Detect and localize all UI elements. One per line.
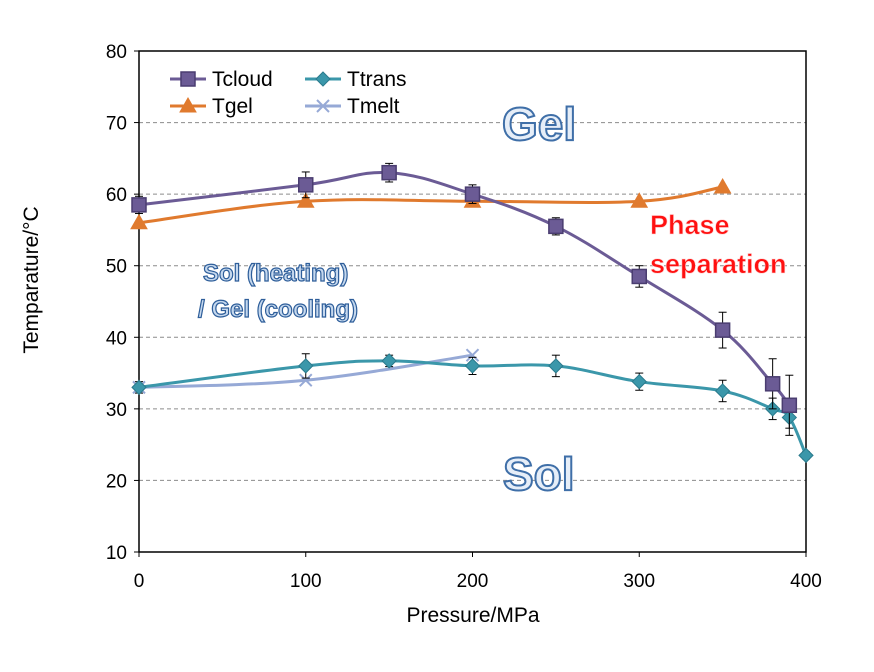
data-point-ttrans xyxy=(631,373,647,390)
region-label-separation: separation xyxy=(650,249,787,279)
data-point-tcloud xyxy=(764,376,781,392)
legend-marker-ttrans xyxy=(315,71,331,87)
legend-label-tgel: Tgel xyxy=(212,95,253,118)
y-tick-label: 50 xyxy=(106,257,127,278)
y-tick-label: 70 xyxy=(106,114,127,135)
data-point-tcloud xyxy=(781,397,798,414)
y-tick-label: 30 xyxy=(106,400,127,421)
data-point-tcloud xyxy=(464,186,481,202)
y-tick-label: 60 xyxy=(106,185,127,206)
data-point-ttrans xyxy=(714,383,731,399)
data-point-tcloud xyxy=(631,268,647,285)
x-axis-label: Pressure/MPa xyxy=(406,604,539,627)
x-tick-label: 200 xyxy=(457,571,489,592)
data-point-tcloud xyxy=(131,197,147,213)
x-tick-label: 300 xyxy=(623,571,655,592)
x-tick-label: 400 xyxy=(790,571,822,592)
legend-item-ttrans: Ttrans xyxy=(305,68,407,91)
data-point-tgel xyxy=(296,192,315,208)
x-tick-label: 100 xyxy=(290,571,322,592)
legend-marker-tcloud xyxy=(180,71,196,87)
legend-item-tmelt: Tmelt xyxy=(305,95,400,118)
legend-label-ttrans: Ttrans xyxy=(347,68,407,91)
y-axis-label: Temparature/°C xyxy=(20,206,43,353)
region-label-gel: Gel xyxy=(502,98,576,150)
series xyxy=(130,162,814,464)
legend-item-tgel: Tgel xyxy=(170,95,253,118)
data-point-tmelt xyxy=(465,348,480,362)
data-point-tmelt xyxy=(299,373,313,387)
data-point-ttrans xyxy=(548,358,564,374)
region-label-sol-heating: Sol (heating) xyxy=(203,260,348,287)
data-point-tcloud xyxy=(714,322,731,338)
series-ttrans xyxy=(131,353,814,464)
axes: 10 20 30 40 50 60 70 80 0 100 200 300 400 xyxy=(106,42,822,592)
y-tick-label: 20 xyxy=(106,471,127,492)
data-point-tcloud xyxy=(548,218,564,235)
data-point-ttrans xyxy=(798,447,814,464)
region-label-gel-cooling: / Gel (cooling) xyxy=(198,296,358,323)
region-label-sol: Sol xyxy=(503,448,575,500)
data-point-tgel xyxy=(630,192,649,208)
series-tmelt xyxy=(132,348,480,395)
data-point-ttrans xyxy=(464,358,481,374)
data-point-tgel xyxy=(130,213,148,230)
plot-frame xyxy=(138,50,807,553)
x-tick-label: 0 xyxy=(134,571,145,592)
legend-marker-tmelt xyxy=(316,99,330,113)
legend-item-tcloud: Tcloud xyxy=(170,68,273,91)
legend: Tcloud Ttrans Tgel Tmelt xyxy=(170,68,407,118)
data-point-ttrans xyxy=(381,353,397,369)
data-point-ttrans xyxy=(298,358,314,374)
series-tcloud xyxy=(131,162,798,436)
data-point-tgel xyxy=(713,177,732,194)
region-labels: Gel Sol Sol (heating) / Gel (cooling) Ph… xyxy=(197,97,787,501)
legend-label-tmelt: Tmelt xyxy=(347,95,400,118)
region-label-phase: Phase xyxy=(650,210,730,240)
legend-marker-tgel xyxy=(179,96,197,113)
data-point-tcloud xyxy=(298,177,314,193)
data-point-ttrans xyxy=(131,379,147,396)
data-point-tcloud xyxy=(381,164,397,181)
legend-label-tcloud: Tcloud xyxy=(212,68,273,91)
y-tick-label: 40 xyxy=(106,328,127,349)
y-tick-label: 10 xyxy=(106,543,127,564)
y-tick-label: 80 xyxy=(106,42,127,63)
